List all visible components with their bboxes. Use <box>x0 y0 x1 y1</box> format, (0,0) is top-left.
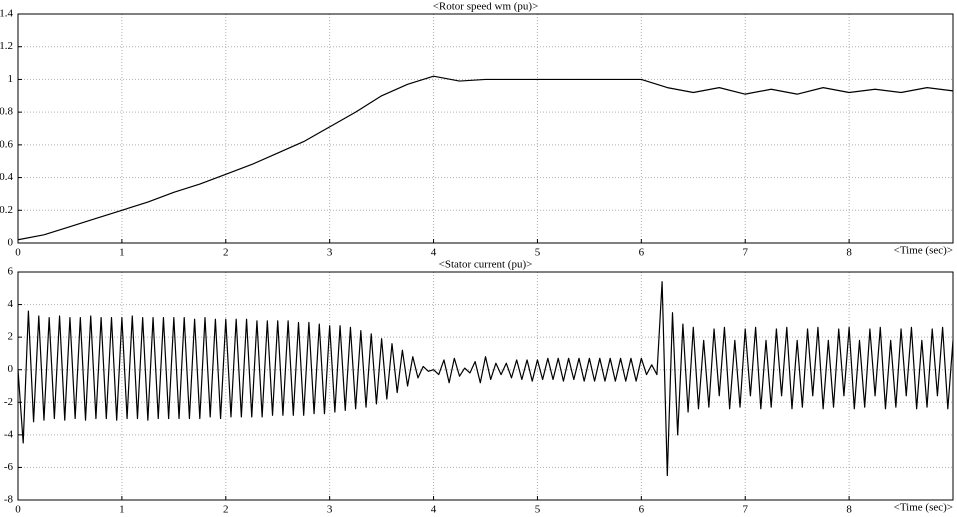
x-tick-label: 7 <box>742 247 748 259</box>
y-tick-label: -4 <box>4 428 14 440</box>
x-tick-label: 3 <box>327 504 333 516</box>
y-tick-label: 6 <box>8 266 14 278</box>
x-tick-label: 1 <box>119 504 125 516</box>
y-tick-label: 2 <box>8 331 14 343</box>
x-axis-label: <Time (sec)> <box>894 245 953 257</box>
x-tick-label: 2 <box>223 247 229 259</box>
x-tick-label: 3 <box>327 247 333 259</box>
y-tick-label: 0.2 <box>0 204 13 216</box>
y-tick-label: 1.2 <box>0 40 13 52</box>
x-tick-label: 4 <box>431 247 437 259</box>
x-tick-label: 1 <box>119 247 125 259</box>
chart-title: <Rotor speed wm (pu)> <box>433 1 539 13</box>
chart-title: <Stator current (pu)> <box>439 259 533 271</box>
y-tick-label: 1.4 <box>0 8 14 20</box>
y-tick-label: 0 <box>8 237 14 249</box>
y-tick-label: -2 <box>4 396 13 408</box>
x-tick-label: 7 <box>742 504 748 516</box>
plot-area <box>18 14 953 243</box>
x-tick-label: 6 <box>639 247 645 259</box>
y-tick-label: 0.8 <box>0 106 14 118</box>
x-tick-label: 6 <box>639 504 645 516</box>
x-tick-label: 5 <box>535 504 541 516</box>
y-tick-label: 4 <box>8 298 14 310</box>
plot-area <box>18 272 953 500</box>
x-tick-label: 5 <box>535 247 541 259</box>
x-tick-label: 8 <box>846 504 852 516</box>
y-tick-label: 0 <box>8 363 14 375</box>
x-tick-label: 8 <box>846 247 852 259</box>
data-line <box>17 281 954 477</box>
x-tick-label: 2 <box>223 504 229 516</box>
x-tick-label: 4 <box>431 504 437 516</box>
axes-frame <box>17 13 954 244</box>
x-tick-label: 0 <box>15 504 21 516</box>
y-tick-label: 0.6 <box>0 138 14 150</box>
y-tick-label: -8 <box>4 494 14 506</box>
y-tick-label: 0.4 <box>0 171 14 183</box>
data-line <box>17 75 954 241</box>
y-tick-label: 1 <box>8 73 14 85</box>
x-tick-label: 0 <box>15 247 21 259</box>
y-tick-label: -6 <box>4 461 14 473</box>
axes-frame <box>17 271 954 501</box>
x-axis-label: <Time (sec)> <box>894 502 953 514</box>
